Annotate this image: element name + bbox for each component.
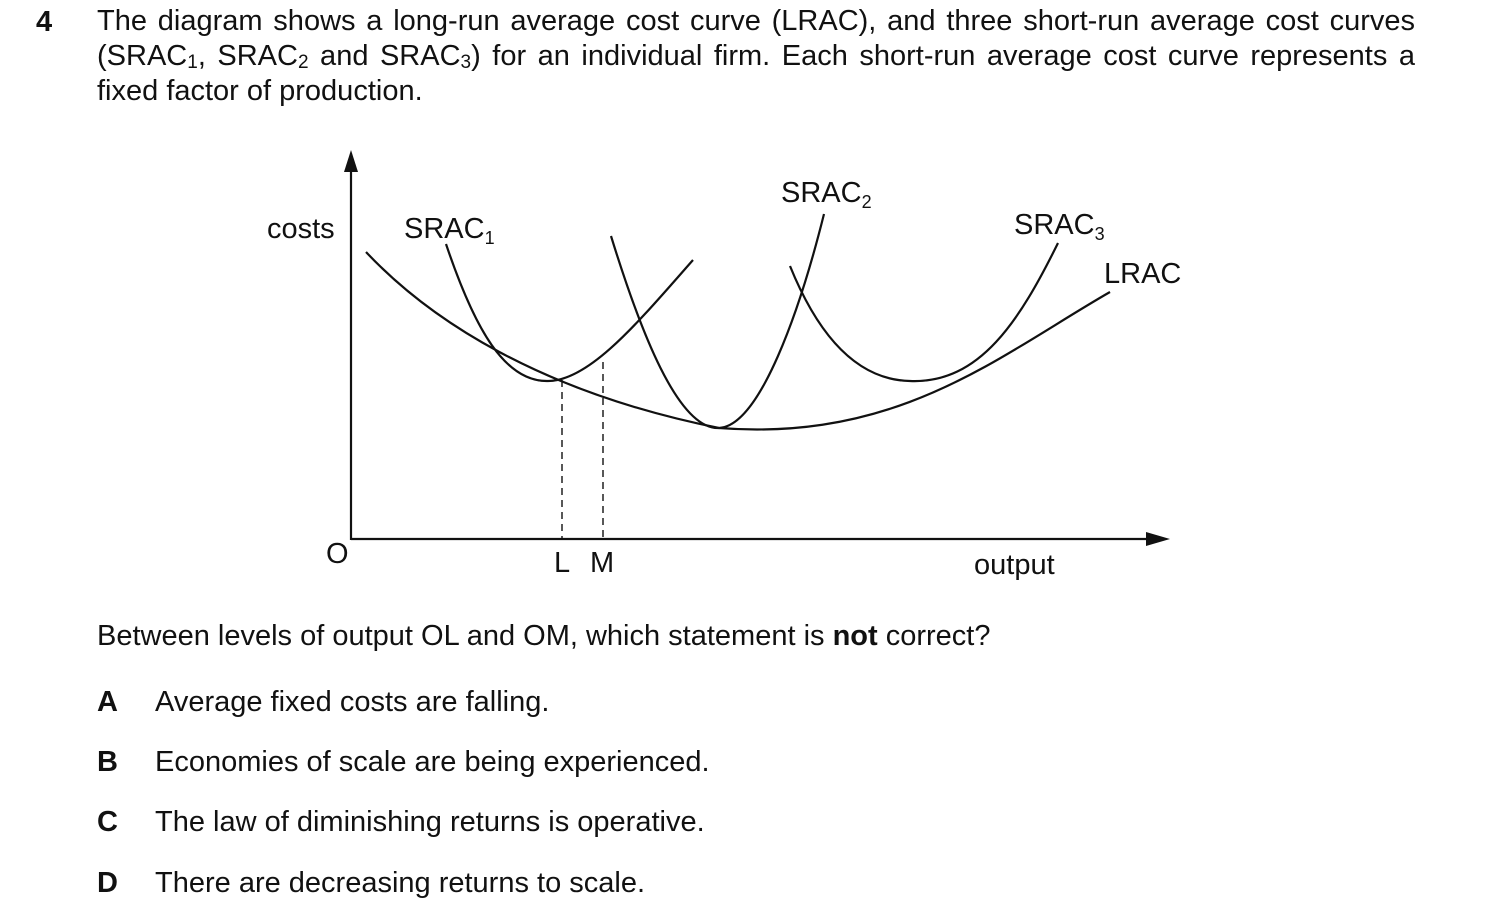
option-a-letter: A <box>97 686 118 718</box>
stem-subscript-3: 3 <box>460 52 472 73</box>
x-axis-label: output <box>974 549 1055 581</box>
stem-subscript-1: 1 <box>187 52 198 73</box>
lrac-label: LRAC <box>1104 258 1181 290</box>
option-b-letter: B <box>97 746 118 778</box>
srac1-label-subscript: 1 <box>485 228 495 248</box>
option-c-text: The law of diminishing returns is operat… <box>155 806 705 838</box>
origin-label: O <box>326 538 349 570</box>
srac2-label: SRAC2 <box>781 177 872 212</box>
srac2-label-subscript: 2 <box>862 192 872 212</box>
srac1-label-base: SRAC <box>404 213 485 245</box>
srac3-label-base: SRAC <box>1014 209 1095 241</box>
question-stem: The diagram shows a long-run average cos… <box>97 4 1415 109</box>
option-a-text: Average fixed costs are falling. <box>155 686 550 718</box>
stem-text-3: and SRAC <box>308 40 461 72</box>
y-axis-label: costs <box>267 213 335 245</box>
point-m-label: M <box>590 547 614 579</box>
stem-text-4: ) for an individual firm. Each short-run… <box>97 40 1416 107</box>
x-axis-arrowhead <box>1146 532 1170 546</box>
stem-subscript-2: 2 <box>297 52 309 73</box>
option-c-letter: C <box>97 806 118 838</box>
option-b-text: Economies of scale are being experienced… <box>155 746 710 778</box>
option-b[interactable]: B Economies of scale are being experience… <box>97 746 710 779</box>
point-l-label: L <box>554 547 570 579</box>
stem-text-2: , SRAC <box>197 40 298 72</box>
option-a[interactable]: A Average fixed costs are falling. <box>97 686 549 719</box>
option-d-text: There are decreasing returns to scale. <box>155 867 646 899</box>
option-d-letter: D <box>97 867 118 899</box>
srac3-label: SRAC3 <box>1014 209 1105 244</box>
question-prompt: Between levels of output OL and OM, whic… <box>97 620 991 653</box>
srac3-curve <box>788 242 1059 383</box>
srac2-label-base: SRAC <box>781 177 862 209</box>
stem-text-1: The diagram shows a long-run average cos… <box>97 5 1415 72</box>
question-number: 4 <box>36 6 53 38</box>
prompt-text-after: correct? <box>877 620 991 652</box>
prompt-emphasis: not <box>832 620 878 652</box>
prompt-text-before: Between levels of output OL and OM, whic… <box>97 620 833 652</box>
srac3-label-subscript: 3 <box>1095 224 1105 244</box>
srac1-label: SRAC1 <box>404 213 495 248</box>
srac1-curve <box>444 243 694 383</box>
option-d[interactable]: D There are decreasing returns to scale. <box>97 867 645 900</box>
y-axis-arrowhead <box>344 150 358 172</box>
option-c[interactable]: C The law of diminishing returns is opera… <box>97 806 705 839</box>
srac2-curve <box>609 213 826 430</box>
